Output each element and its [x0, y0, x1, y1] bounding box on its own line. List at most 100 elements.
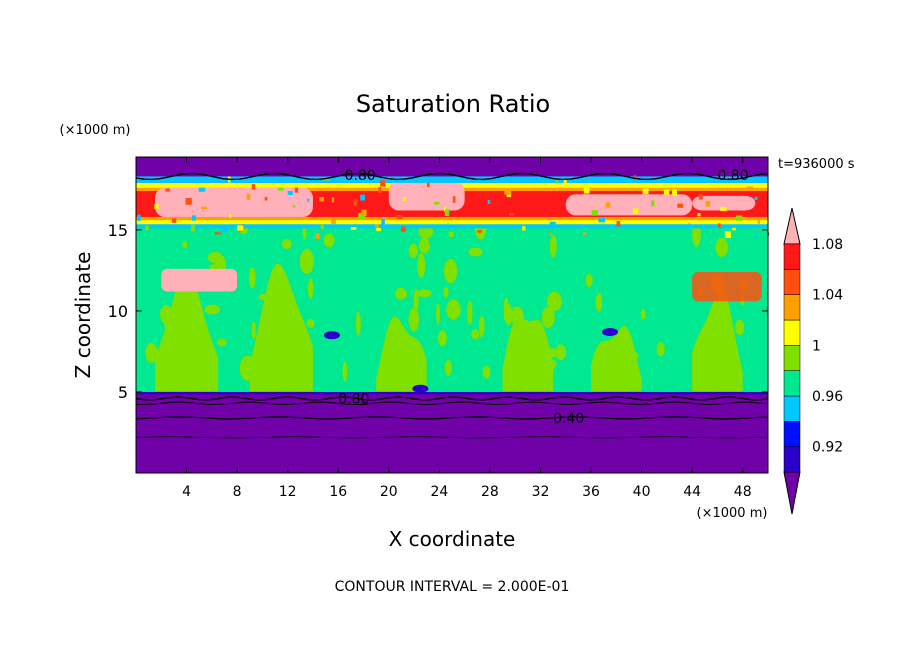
lime-patch	[302, 226, 307, 240]
speck	[754, 232, 758, 239]
x-tick-label: 28	[481, 484, 499, 500]
lime-patch	[443, 258, 458, 284]
speck	[705, 200, 711, 207]
speck	[315, 233, 320, 239]
y-axis-label: Z coordinate	[71, 252, 95, 379]
band-upper-cyan	[136, 176, 768, 183]
speck	[506, 194, 512, 198]
red-patch	[692, 272, 762, 302]
speck	[145, 225, 149, 231]
speck	[381, 218, 385, 226]
speck	[583, 188, 590, 194]
pink-patch	[565, 194, 693, 216]
lime-patch	[239, 355, 255, 382]
speck	[746, 186, 754, 190]
lime-patch	[656, 342, 665, 357]
x-tick-label: 32	[532, 484, 550, 500]
lime-patch	[546, 291, 562, 312]
speck	[663, 189, 670, 195]
speck	[509, 213, 515, 216]
speck	[549, 221, 556, 228]
speck	[375, 224, 379, 228]
contour-labels: 0.80 0.40 0.80 0.80	[338, 168, 748, 427]
speck	[598, 217, 606, 223]
lime-patch	[595, 293, 603, 312]
contour-line	[135, 416, 769, 420]
colorbar-swatch	[783, 370, 801, 397]
colorbar-level-label: 0.92	[812, 440, 843, 456]
lime-patch	[416, 289, 432, 298]
contour-lines	[135, 172, 769, 439]
speck	[616, 220, 621, 227]
lime-patch	[503, 297, 509, 323]
speck	[400, 226, 406, 232]
colorbar-level-label: 1.08	[812, 237, 843, 253]
x-tick-label: 36	[582, 484, 600, 500]
lime-patch	[406, 355, 423, 374]
speck	[522, 226, 526, 231]
speck	[724, 231, 732, 239]
lime-patch	[525, 358, 535, 367]
speck	[201, 206, 208, 210]
speck	[444, 209, 450, 216]
speck	[185, 197, 192, 205]
speck	[757, 217, 760, 224]
speck	[237, 225, 244, 231]
speck	[350, 227, 357, 230]
pink-patch	[388, 181, 465, 211]
lime-patch	[307, 278, 314, 299]
speck	[720, 206, 727, 212]
contour-line	[135, 172, 769, 181]
pink-patch	[161, 268, 238, 292]
speck	[137, 214, 141, 221]
y-axis-ticks: 5 10 15	[108, 221, 768, 402]
colorbar-swatch	[783, 345, 801, 371]
speck	[220, 226, 228, 233]
x-tick-label: 16	[329, 484, 347, 500]
lime-patch	[282, 238, 292, 250]
lime-patch	[546, 348, 559, 358]
speck	[427, 182, 430, 188]
colorbar-swatch	[783, 446, 801, 473]
colorbar: 0.92 0.96 1 1.04 1.08	[783, 207, 843, 515]
speck	[287, 191, 293, 195]
lime-patch	[204, 304, 221, 315]
dark-spot	[412, 384, 429, 393]
speck	[353, 199, 358, 206]
speck	[549, 232, 552, 236]
lime-patch	[715, 238, 729, 257]
lime-patch	[541, 306, 555, 329]
contour-line	[135, 401, 769, 406]
x-axis-label: X coordinate	[389, 527, 516, 551]
speck	[378, 187, 382, 194]
x-unit-label: (×1000 m)	[697, 506, 768, 521]
speck	[376, 227, 381, 232]
lime-patch	[355, 311, 361, 336]
speck	[698, 193, 703, 200]
lime-patch	[482, 365, 491, 379]
x-tick-label: 40	[633, 484, 651, 500]
lime-patch	[467, 300, 473, 325]
dark-spot	[323, 331, 340, 340]
lime-patch	[217, 338, 227, 347]
speck	[324, 177, 330, 181]
lime-patch	[443, 286, 449, 298]
y-tick-label: 5	[118, 383, 128, 402]
speck	[433, 201, 440, 205]
speck	[487, 200, 491, 205]
lime-patch	[585, 273, 593, 288]
contour-label: 0.80	[345, 168, 376, 184]
lime-patch	[306, 318, 315, 328]
speck	[191, 215, 196, 221]
lime-patch	[555, 344, 567, 361]
speck	[651, 200, 655, 207]
x-tick-label: 12	[279, 484, 297, 500]
lime-patch	[418, 238, 430, 254]
speck	[735, 215, 743, 221]
speck	[191, 224, 195, 232]
contour-line	[135, 436, 769, 439]
speck	[582, 232, 587, 235]
speck	[677, 203, 684, 208]
colorbar-level-label: 1	[812, 338, 821, 354]
speck	[361, 209, 367, 216]
